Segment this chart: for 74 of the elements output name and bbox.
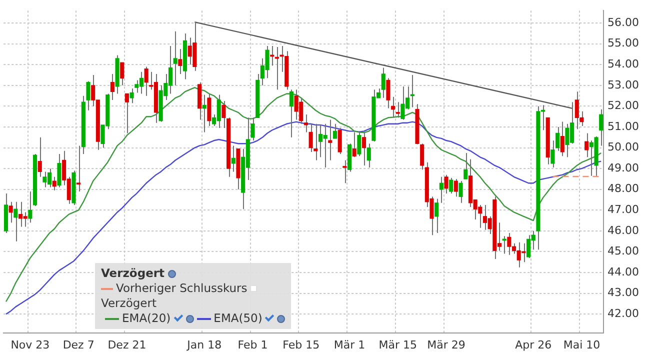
candlestick bbox=[202, 94, 206, 133]
y-tick-label: 49.00 bbox=[608, 161, 640, 174]
candlestick bbox=[57, 154, 62, 188]
annotation: Verzögert bbox=[101, 296, 156, 311]
y-tick-label: 50.00 bbox=[608, 140, 640, 154]
x-tick-label: Nov 23 bbox=[10, 338, 50, 352]
x-tick-label: Mär 15 bbox=[378, 338, 418, 352]
candlestick bbox=[328, 119, 332, 161]
candlestick bbox=[124, 93, 129, 134]
candlestick bbox=[434, 198, 439, 234]
candlestick bbox=[231, 145, 236, 172]
x-tick-label: Dez 7 bbox=[62, 338, 94, 352]
candlestick bbox=[338, 128, 342, 155]
y-tick-label: 55.00 bbox=[608, 36, 640, 50]
candlestick bbox=[332, 123, 338, 139]
y-tick-label: 52.00 bbox=[608, 99, 640, 112]
candlestick bbox=[381, 67, 386, 98]
candlestick bbox=[86, 80, 90, 111]
x-tick-label: Jan 18 bbox=[186, 338, 222, 352]
legend-label: Vorheriger Schlusskurs bbox=[116, 281, 248, 296]
x-tick-label: Mai 10 bbox=[563, 338, 600, 352]
candlestick bbox=[289, 89, 294, 138]
candlestick bbox=[391, 96, 396, 118]
candlestick bbox=[8, 201, 13, 224]
candlestick bbox=[454, 178, 458, 198]
candlestick bbox=[396, 102, 400, 118]
legend-label: EMA(20) bbox=[122, 311, 171, 326]
x-tick-label: Mär 29 bbox=[427, 338, 466, 352]
x-tick-label: Apr 26 bbox=[515, 338, 552, 352]
candlestick bbox=[560, 121, 564, 157]
x-tick-label: Feb 1 bbox=[238, 338, 268, 352]
candlestick bbox=[362, 132, 366, 166]
candlestick bbox=[386, 78, 390, 109]
candlestick bbox=[444, 174, 448, 194]
candlestick bbox=[130, 88, 134, 104]
candlestick bbox=[178, 48, 182, 74]
x-tick-label: Feb 15 bbox=[282, 338, 320, 352]
candlestick bbox=[314, 123, 318, 161]
y-tick-label: 46.00 bbox=[608, 224, 640, 237]
y-tick-label: 42.00 bbox=[608, 306, 640, 320]
candlestick bbox=[304, 114, 308, 133]
candlestick bbox=[357, 130, 362, 157]
candlestick bbox=[76, 145, 81, 192]
x-tick-label: Dez 21 bbox=[108, 338, 146, 352]
y-tick-label: 48.00 bbox=[608, 182, 640, 196]
candlestick bbox=[14, 201, 18, 242]
candlestick bbox=[458, 180, 463, 204]
legend-label: EMA(50) bbox=[214, 311, 262, 326]
y-tick-label: 56.00 bbox=[608, 16, 640, 29]
y-tick-label: 43.00 bbox=[608, 286, 640, 300]
y-tick-label: 51.00 bbox=[608, 120, 640, 133]
y-tick-label: 44.00 bbox=[608, 265, 640, 278]
y-tick-label: 45.00 bbox=[608, 244, 640, 258]
candlestick bbox=[38, 136, 42, 178]
candlestick bbox=[599, 108, 604, 146]
y-tick-label: 53.00 bbox=[608, 78, 640, 92]
candlestick bbox=[207, 93, 212, 126]
candlestick bbox=[464, 152, 468, 180]
candlestick bbox=[144, 66, 148, 96]
candlestick bbox=[366, 143, 371, 168]
x-tick-label: Mär 1 bbox=[334, 338, 366, 352]
y-tick-label: 47.00 bbox=[608, 203, 640, 216]
candlestick bbox=[420, 143, 424, 170]
candlestick bbox=[449, 177, 454, 194]
legend-title: Verzögert bbox=[101, 266, 165, 281]
candlestick bbox=[28, 190, 32, 224]
candlestick bbox=[120, 62, 124, 86]
candlestick bbox=[342, 160, 347, 184]
y-tick-label: 54.00 bbox=[608, 58, 640, 71]
candlestick bbox=[584, 132, 589, 158]
candlestick bbox=[352, 132, 356, 158]
candlestick bbox=[173, 30, 178, 86]
candlestick bbox=[439, 176, 444, 204]
candlestick bbox=[110, 74, 114, 100]
